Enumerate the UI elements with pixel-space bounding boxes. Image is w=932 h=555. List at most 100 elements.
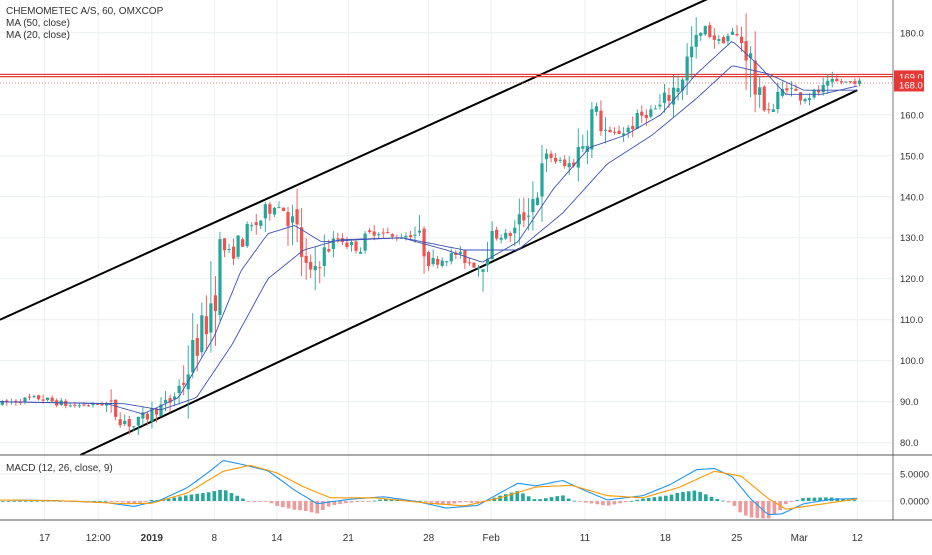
macd-histogram-bar bbox=[589, 501, 594, 504]
candle-up bbox=[46, 397, 50, 401]
candle-up bbox=[200, 315, 204, 353]
candle-up bbox=[535, 197, 540, 206]
candle-up bbox=[458, 251, 462, 254]
macd-histogram-bar bbox=[378, 499, 382, 502]
candle-down bbox=[127, 419, 131, 427]
macd-histogram-bar bbox=[383, 498, 388, 502]
candle-up bbox=[250, 225, 254, 227]
candle-up bbox=[857, 80, 862, 84]
macd-histogram-bar bbox=[646, 497, 651, 502]
ma20-legend: MA (20, close) bbox=[6, 30, 70, 41]
x-tick-label: Mar bbox=[791, 533, 809, 544]
macd-histogram-bar bbox=[692, 490, 697, 502]
candle-up bbox=[77, 405, 81, 407]
candle-up bbox=[531, 198, 535, 213]
candle-down bbox=[295, 209, 299, 225]
candle-up bbox=[449, 253, 453, 262]
candle-down bbox=[785, 88, 789, 91]
macd-signal-line bbox=[0, 465, 858, 510]
candle-down bbox=[73, 404, 77, 406]
candle-up bbox=[245, 224, 249, 247]
candle-down bbox=[86, 405, 91, 407]
candle-up bbox=[690, 46, 694, 58]
macd-line bbox=[0, 460, 858, 516]
macd-histogram-bar bbox=[521, 493, 525, 502]
macd-histogram-bar bbox=[664, 495, 668, 502]
candle-down bbox=[767, 109, 771, 111]
candle-down bbox=[599, 110, 603, 132]
macd-histogram-bar bbox=[41, 500, 45, 502]
x-tick-label: 17 bbox=[39, 533, 51, 544]
candle-up bbox=[191, 339, 195, 373]
candle-up bbox=[322, 247, 326, 266]
x-tick-label: 8 bbox=[212, 533, 218, 544]
macd-histogram-bar bbox=[509, 492, 514, 502]
macd-histogram-bar bbox=[601, 501, 605, 506]
macd-histogram-bar bbox=[241, 498, 245, 502]
macd-histogram-bar bbox=[612, 501, 617, 505]
candle-down bbox=[281, 207, 286, 212]
candle-down bbox=[712, 35, 716, 40]
macd-histogram-bar bbox=[435, 501, 440, 504]
candle-up bbox=[499, 237, 503, 240]
x-tick-label: 2019 bbox=[141, 533, 164, 544]
candle-up bbox=[776, 91, 780, 109]
candle-down bbox=[549, 153, 553, 158]
macd-histogram-bar bbox=[726, 501, 731, 503]
ma50-legend: MA (50, close) bbox=[6, 18, 70, 29]
candle-down bbox=[644, 114, 648, 119]
candle-up bbox=[23, 397, 27, 403]
candle-up bbox=[68, 405, 72, 407]
macd-histogram-bar bbox=[766, 501, 771, 519]
y-tick-label: 80.0 bbox=[900, 438, 919, 449]
macd-histogram-bar bbox=[709, 496, 714, 502]
candle-up bbox=[567, 163, 571, 168]
y-tick-label: 160.0 bbox=[900, 110, 924, 121]
candle-down bbox=[114, 399, 118, 417]
macd-histogram-bar bbox=[555, 496, 560, 502]
macd-histogram-bar bbox=[389, 499, 394, 502]
candle-up bbox=[517, 214, 521, 225]
macd-histogram-bar bbox=[315, 501, 319, 514]
candle-up bbox=[803, 99, 807, 102]
x-tick-label: 14 bbox=[271, 533, 283, 544]
candle-down bbox=[640, 111, 644, 116]
candle-up bbox=[331, 238, 335, 250]
candle-up bbox=[150, 408, 154, 422]
candle-up bbox=[526, 215, 530, 217]
candle-up bbox=[431, 257, 435, 265]
candle-up bbox=[671, 87, 676, 105]
macd-histogram-bar bbox=[852, 500, 857, 502]
candle-down bbox=[27, 396, 32, 398]
macd-histogram-bar bbox=[469, 501, 474, 503]
macd-histogram-bar bbox=[429, 501, 434, 503]
macd-histogram-bar bbox=[126, 501, 131, 504]
candle-down bbox=[839, 81, 843, 83]
macd-histogram-bar bbox=[841, 498, 845, 502]
candle-up bbox=[726, 35, 730, 42]
candle-up bbox=[404, 235, 408, 238]
candle-up bbox=[363, 233, 367, 251]
macd-histogram-bar bbox=[212, 491, 217, 502]
macd-histogram-bar bbox=[178, 496, 182, 502]
macd-histogram-bar bbox=[172, 497, 177, 502]
macd-histogram-bar bbox=[784, 501, 788, 505]
candle-down bbox=[286, 211, 290, 227]
macd-histogram-bar bbox=[772, 501, 777, 515]
y-tick-label: 110.0 bbox=[900, 315, 923, 326]
candle-up bbox=[749, 53, 753, 58]
macd-histogram-bar bbox=[355, 501, 359, 503]
macd-layer bbox=[0, 460, 858, 519]
macd-histogram-bar bbox=[246, 501, 251, 502]
y-tick-label: 90.0 bbox=[900, 397, 919, 408]
macd-histogram-bar bbox=[218, 489, 222, 502]
candle-down bbox=[168, 398, 172, 403]
macd-histogram-bar bbox=[229, 493, 234, 502]
macd-histogram-bar bbox=[681, 491, 685, 502]
macd-histogram-bar bbox=[372, 500, 377, 502]
macd-histogram-bar bbox=[561, 495, 565, 502]
candle-down bbox=[522, 212, 526, 221]
macd-histogram-bar bbox=[418, 500, 422, 502]
macd-histogram-bar bbox=[321, 501, 325, 511]
macd-histogram-bar bbox=[704, 494, 708, 502]
